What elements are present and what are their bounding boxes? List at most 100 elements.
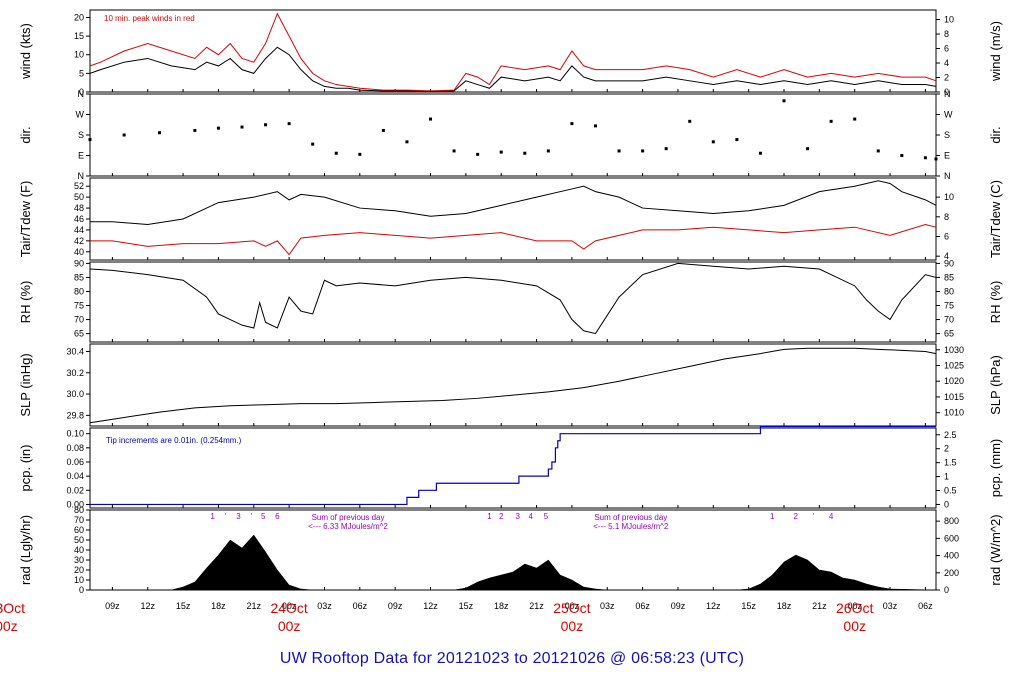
data-point	[193, 128, 197, 132]
right-tick-label: 0	[944, 585, 949, 595]
y-tick-label: 48	[74, 203, 84, 213]
y-tick-label: 0.10	[66, 429, 84, 439]
day-sublabel: 00z	[561, 618, 584, 634]
precip-line	[90, 425, 936, 506]
data-point	[287, 122, 291, 126]
y-axis-label-left: dir.	[18, 126, 33, 143]
data-point	[264, 123, 268, 127]
y-axis-label-left: pcp. (in)	[18, 445, 33, 492]
y-axis-label-right: wind (m/s)	[988, 21, 1003, 82]
y-tick-label: N	[78, 89, 85, 99]
right-tick-label: 1030	[944, 345, 964, 355]
y-tick-label: 30.4	[66, 346, 84, 356]
time-tick-label: 21z	[247, 601, 262, 611]
y-tick-label: 70	[74, 515, 84, 525]
y-tick-label: N	[78, 171, 85, 181]
right-tick-label: 2.5	[944, 430, 957, 440]
right-tick-label: 10	[944, 15, 954, 25]
radiation-annotation: Sum of previous day	[312, 513, 385, 522]
data-point	[158, 131, 162, 135]
day-sublabel: 00z	[843, 618, 866, 634]
y-tick-label: 10	[74, 50, 84, 60]
panel-slp: 29.8 30.0 30.2 30.4 1010 1015 1020 1025 1030 SLP …	[18, 343, 1003, 427]
y-tick-label: 0.04	[66, 471, 84, 481]
y-tick-label: 0.06	[66, 457, 84, 467]
hour-marker: 6	[275, 512, 280, 521]
hour-marker: 5	[261, 512, 266, 521]
time-tick-label: 15z	[176, 601, 191, 611]
series-line-slp	[89, 347, 937, 424]
right-tick-label: 200	[944, 568, 959, 578]
time-tick-label: 06z	[353, 601, 368, 611]
radiation-annotation: <--- 5.1 MJoules/m^2	[593, 522, 669, 531]
right-tick-label: S	[944, 130, 950, 140]
hour-marker: 1	[487, 512, 492, 521]
right-tick-label: 8	[944, 212, 949, 222]
time-tick-label: 00z	[565, 601, 580, 611]
data-point	[853, 117, 857, 121]
data-point	[240, 125, 244, 129]
data-point	[523, 151, 527, 155]
y-tick-label: 5	[79, 68, 84, 78]
y-axis-label-left: SLP (inHg)	[18, 353, 33, 416]
right-tick-label: 75	[944, 301, 954, 311]
y-tick-label: 15	[74, 31, 84, 41]
data-point	[452, 149, 456, 153]
right-tick-label: 0	[944, 499, 949, 509]
hour-marker: 3	[515, 512, 520, 521]
right-tick-label: 8	[944, 29, 949, 39]
time-tick-label: 18z	[494, 601, 509, 611]
y-tick-label: 44	[74, 225, 84, 235]
y-tick-label: S	[78, 130, 84, 140]
right-tick-label: 6	[944, 44, 949, 54]
hour-marker: '	[813, 512, 815, 521]
right-tick-label: E	[944, 151, 950, 161]
right-tick-label: 6	[944, 231, 949, 241]
panel-annotation: 10 min. peak winds in red	[104, 14, 195, 23]
data-point	[405, 140, 409, 144]
time-tick-label: 03z	[600, 601, 615, 611]
time-tick-label: 21z	[529, 601, 544, 611]
right-tick-label: 1020	[944, 376, 964, 386]
right-tick-label: 600	[944, 533, 959, 543]
panel-frame	[89, 261, 937, 343]
panel-wind: 0 5 10 15 20 0 2 4 6 8 10 wind (kts) wind (m/s) 10 mi…	[18, 9, 1003, 97]
y-tick-label: 80	[74, 286, 84, 296]
right-tick-label: 1010	[944, 408, 964, 418]
panel-frame	[89, 9, 937, 93]
right-tick-label: 1.5	[944, 458, 957, 468]
radiation-area	[90, 534, 937, 591]
right-tick-label: 2	[944, 444, 949, 454]
y-tick-label: 50	[74, 535, 84, 545]
y-tick-label: 0.08	[66, 443, 84, 453]
y-tick-label: 20	[74, 12, 84, 22]
time-tick-label: 09z	[388, 601, 403, 611]
data-point	[88, 138, 92, 142]
y-tick-label: 40	[74, 545, 84, 555]
data-point	[476, 152, 480, 156]
y-axis-label-left: RH (%)	[18, 281, 33, 324]
hour-marker: 3	[236, 512, 241, 521]
data-point	[593, 124, 597, 128]
data-point	[381, 128, 385, 132]
y-axis-label-right: pcp. (mm)	[988, 439, 1003, 498]
data-point	[499, 150, 503, 154]
y-tick-label: 50	[74, 192, 84, 202]
y-tick-label: 0	[79, 585, 84, 595]
data-point	[934, 157, 938, 161]
hour-marker: 5	[544, 512, 549, 521]
hour-marker: 4	[829, 512, 834, 521]
y-axis-label-left: wind (kts)	[18, 23, 33, 80]
y-axis-label-left: Tair/Tdew (F)	[18, 181, 33, 258]
data-point	[358, 152, 362, 156]
series-line-tdew	[90, 223, 937, 256]
y-tick-label: 90	[74, 258, 84, 268]
data-point	[688, 119, 692, 123]
data-point	[782, 99, 786, 103]
data-point	[334, 151, 338, 155]
data-point	[122, 133, 126, 137]
time-tick-label: 03z	[317, 601, 332, 611]
time-tick-label: 12z	[140, 601, 155, 611]
panel-frame	[89, 177, 937, 261]
series-line-10-min-peak-winds	[89, 12, 937, 92]
